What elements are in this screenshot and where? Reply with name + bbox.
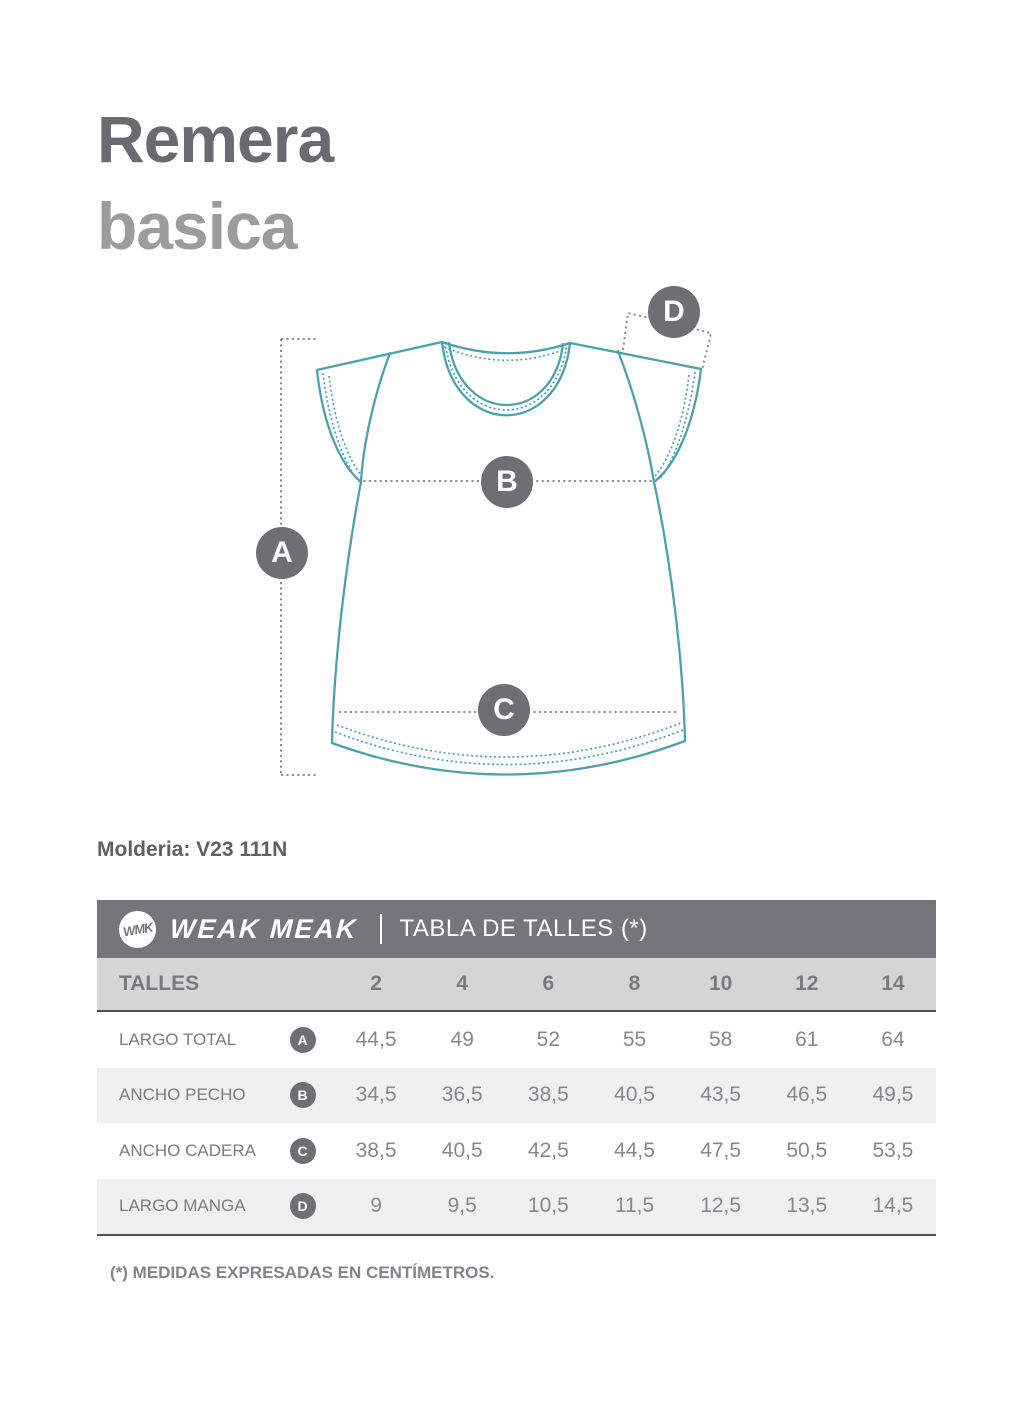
table-cell: 58 <box>708 1027 733 1051</box>
table-header-bar: WMK WEAK MEAK TABLA DE TALLES (*) <box>97 900 936 958</box>
marker-badge-d: D <box>289 1193 316 1220</box>
table-cell: 10,5 <box>527 1194 569 1218</box>
size-col-header: 10 <box>708 972 733 995</box>
measurement-units-footnote: (*) MEDIDAS EXPRESADAS EN CENTÍMETROS. <box>110 1263 495 1282</box>
marker-badge-b: B <box>289 1082 316 1109</box>
row-label: ANCHO PECHO <box>119 1085 246 1105</box>
tshirt-drawing-icon <box>280 311 713 776</box>
table-cell: 38,5 <box>355 1138 397 1162</box>
sizes-label: TALLES <box>119 972 200 995</box>
table-cell: 40,5 <box>441 1138 483 1162</box>
size-col-header: 8 <box>628 972 641 995</box>
measure-marker-d: D <box>648 286 700 338</box>
table-cell: 50,5 <box>786 1138 828 1162</box>
table-row: LARGO TOTAL A 44,5 49 52 55 58 61 64 <box>97 1012 936 1068</box>
table-cell: 11,5 <box>614 1194 655 1218</box>
marker-badge-c: C <box>289 1137 316 1164</box>
brand-name: WEAK MEAK <box>169 913 359 944</box>
table-cell: 42,5 <box>527 1138 569 1162</box>
table-cell: 55 <box>622 1027 647 1051</box>
tshirt-outline <box>315 340 703 776</box>
table-cell: 46,5 <box>786 1083 828 1107</box>
measure-marker-c: C <box>478 684 530 736</box>
row-marker: B <box>272 1082 333 1109</box>
page-title-line1: Remera <box>97 102 334 176</box>
row-label: LARGO MANGA <box>119 1196 246 1216</box>
measure-marker-b: B <box>481 456 533 508</box>
table-cell: 49,5 <box>872 1083 914 1107</box>
table-cell: 44,5 <box>614 1138 655 1162</box>
page-title: Remera basica <box>97 96 334 270</box>
size-col-header: 14 <box>881 972 905 995</box>
table-row: ANCHO CADERA C 38,5 40,5 42,5 44,5 47,5 … <box>97 1123 936 1179</box>
table-cell: 9,5 <box>447 1194 477 1218</box>
pattern-info: Molderia: V23 111N <box>97 838 288 861</box>
size-col-header: 4 <box>456 972 469 995</box>
size-col-header: 12 <box>795 972 819 995</box>
table-cell: 53,5 <box>872 1138 914 1162</box>
table-cell: 52 <box>536 1027 561 1051</box>
row-label: LARGO TOTAL <box>119 1029 237 1049</box>
table-cell: 64 <box>881 1027 905 1051</box>
sizes-header-row: TALLES 2 4 6 8 10 12 14 <box>97 958 936 1012</box>
stitching-lines <box>322 341 696 766</box>
table-cell: 9 <box>370 1194 382 1218</box>
size-col-header: 6 <box>542 972 555 995</box>
tshirt-measurement-diagram: A B C D <box>250 280 750 800</box>
page-title-line2: basica <box>97 189 297 263</box>
table-cell: 43,5 <box>700 1083 742 1107</box>
table-cell: 49 <box>450 1027 474 1051</box>
row-marker: C <box>272 1137 333 1164</box>
table-cell: 61 <box>795 1027 819 1051</box>
row-marker: D <box>272 1193 333 1220</box>
table-cell: 34,5 <box>355 1083 397 1107</box>
table-row: ANCHO PECHO B 34,5 36,5 38,5 40,5 43,5 4… <box>97 1067 936 1123</box>
brand-logo-icon: WMK <box>119 910 156 948</box>
brand-logo-initials: WMK <box>121 919 154 939</box>
table-cell: 47,5 <box>700 1138 742 1162</box>
row-label: ANCHO CADERA <box>119 1140 256 1160</box>
size-col-header: 2 <box>370 972 382 995</box>
table-cell: 14,5 <box>872 1194 914 1218</box>
marker-badge-a: A <box>289 1026 316 1053</box>
table-cell: 36,5 <box>441 1083 483 1107</box>
size-table: WMK WEAK MEAK TABLA DE TALLES (*) TALLES… <box>97 900 936 1236</box>
table-row: LARGO MANGA D 9 9,5 10,5 11,5 12,5 13,5 … <box>97 1178 936 1236</box>
table-cell: 40,5 <box>614 1083 655 1107</box>
table-title: TABLA DE TALLES (*) <box>399 915 648 942</box>
header-divider <box>379 914 382 944</box>
table-cell: 38,5 <box>527 1083 569 1107</box>
table-cell: 12,5 <box>700 1194 742 1218</box>
table-cell: 13,5 <box>786 1194 828 1218</box>
measure-marker-a: A <box>256 527 308 579</box>
table-cell: 44,5 <box>355 1027 397 1051</box>
row-marker: A <box>272 1026 333 1053</box>
